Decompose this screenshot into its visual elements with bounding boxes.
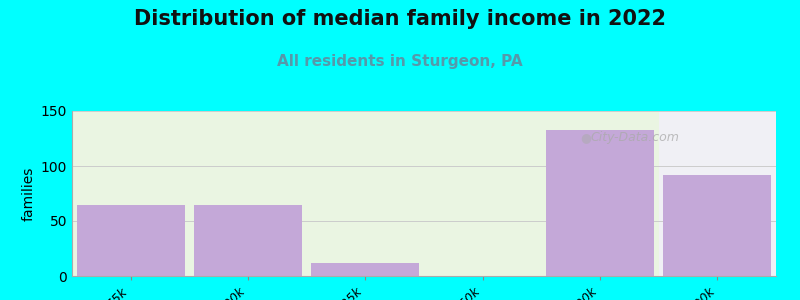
Text: City-Data.com: City-Data.com: [590, 131, 680, 144]
Y-axis label: families: families: [22, 166, 35, 221]
Bar: [194, 205, 302, 276]
Bar: [77, 205, 185, 276]
Bar: [546, 130, 654, 276]
Bar: [663, 175, 771, 276]
Text: ●: ●: [581, 131, 591, 144]
Bar: [311, 263, 419, 276]
Text: Distribution of median family income in 2022: Distribution of median family income in …: [134, 9, 666, 29]
Text: All residents in Sturgeon, PA: All residents in Sturgeon, PA: [277, 54, 523, 69]
Bar: [658, 111, 800, 276]
